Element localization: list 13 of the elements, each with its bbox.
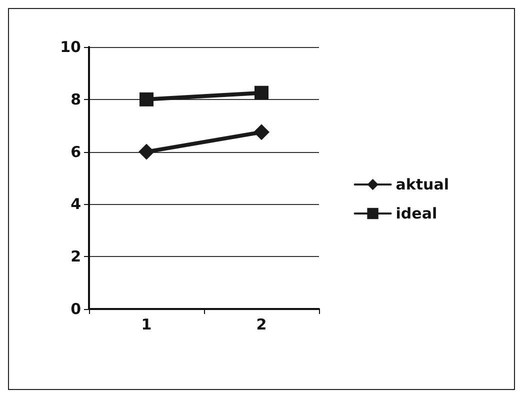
x-tick-label: 1 (141, 316, 152, 334)
point (140, 92, 154, 106)
y-tick-label: 10 (60, 38, 81, 56)
point (254, 124, 270, 140)
legend-label: aktual (396, 176, 450, 194)
y-tick-label: 0 (70, 300, 81, 318)
legend-label: ideal (396, 204, 438, 222)
point (254, 86, 268, 100)
y-tick-label: 6 (70, 142, 81, 161)
y-tick-label: 2 (70, 248, 81, 266)
point (138, 144, 154, 160)
y-tick-label: 8 (70, 90, 81, 108)
y-tick-label: 4 (70, 195, 81, 214)
